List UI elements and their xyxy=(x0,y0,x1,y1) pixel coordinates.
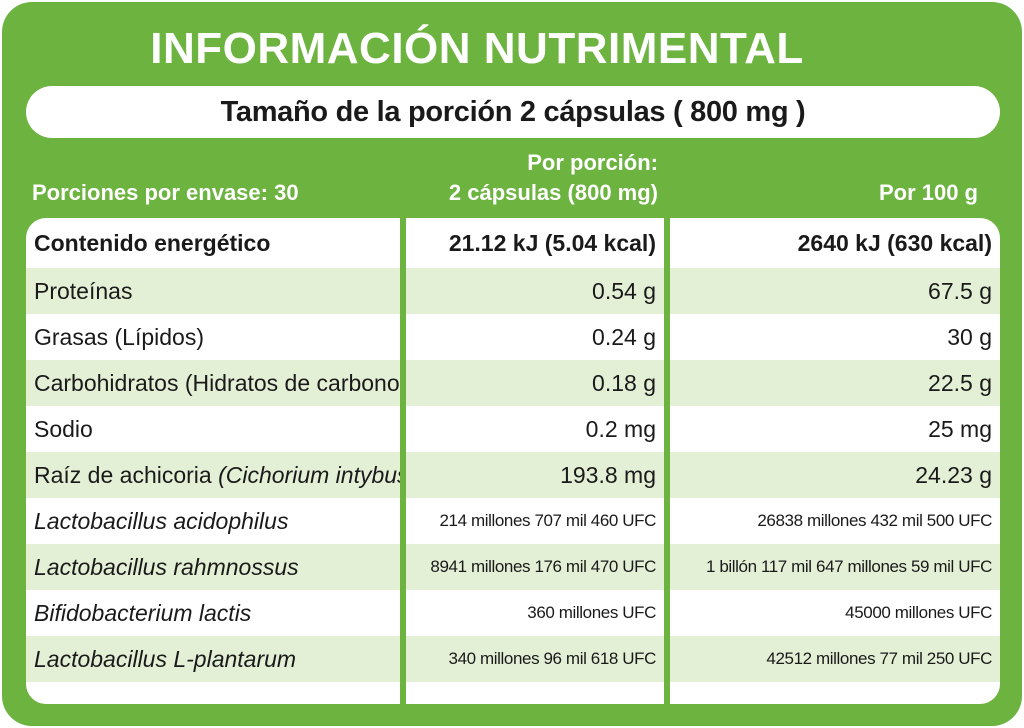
nutrient-name: Raíz de achicoria (Cichorium intybus) xyxy=(26,452,400,498)
table-row: 0.24 g xyxy=(406,314,664,360)
table-row: 22.5 g xyxy=(670,360,1000,406)
table-row: Lactobacillus L-plantarum xyxy=(26,636,400,682)
per-100g-value: 22.5 g xyxy=(928,370,992,396)
table-row: 30 g xyxy=(670,314,1000,360)
nutrient-name: Carbohidratos (Hidratos de carbono) xyxy=(34,370,400,396)
nutrient-name-column: Contenido energético Proteínas Grasas (L… xyxy=(26,218,400,704)
per-portion-column: 21.12 kJ (5.04 kcal) 0.54 g 0.24 g 0.18 … xyxy=(406,218,664,704)
nutrient-name: Lactobacillus acidophilus xyxy=(34,508,289,534)
per-portion-value: 0.54 g xyxy=(592,278,656,304)
per-100g-column: 2640 kJ (630 kcal) 67.5 g 30 g 22.5 g 25… xyxy=(670,218,1000,704)
per-100g-value: 26838 millones 432 mil 500 UFC xyxy=(757,511,992,530)
table-row: Grasas (Lípidos) xyxy=(26,314,400,360)
per-portion-value: 340 millones 96 mil 618 UFC xyxy=(448,649,657,668)
per-100g-value: 25 mg xyxy=(928,416,992,442)
per-portion-value: 214 millones 707 mil 460 UFC xyxy=(439,511,656,530)
nutrient-name-scientific: (Cichorium intybus) xyxy=(218,462,400,488)
table-row: 340 millones 96 mil 618 UFC xyxy=(406,636,664,682)
per-100g-value: 30 g xyxy=(947,324,992,350)
table-row: 25 mg xyxy=(670,406,1000,452)
per-portion-value: 21.12 kJ (5.04 kcal) xyxy=(448,230,656,256)
per-100g-value: 24.23 g xyxy=(915,462,992,488)
per-portion-value: 8941 millones 176 mil 470 UFC xyxy=(430,557,656,576)
table-row: Lactobacillus rahmnossus xyxy=(26,544,400,590)
nutrient-name: Proteínas xyxy=(34,278,133,304)
nutrient-name: Bifidobacterium lactis xyxy=(34,600,252,626)
per-portion-value: 360 millones UFC xyxy=(527,603,656,622)
table-row: Sodio xyxy=(26,406,400,452)
table-row: 42512 millones 77 mil 250 UFC xyxy=(670,636,1000,682)
table-row: 1 billón 117 mil 647 millones 59 mil UFC xyxy=(670,544,1000,590)
per-portion-value: 193.8 mg xyxy=(560,462,656,488)
table-row: 0.18 g xyxy=(406,360,664,406)
per-portion-value: 0.24 g xyxy=(592,324,656,350)
table-row: Carbohidratos (Hidratos de carbono) xyxy=(26,360,400,406)
table-row: 24.23 g xyxy=(670,452,1000,498)
table-row: 45000 millones UFC xyxy=(670,590,1000,636)
page-title: INFORMACIÓN NUTRIMENTAL xyxy=(150,24,804,73)
per-portion-value: 0.2 mg xyxy=(585,416,656,442)
table-row: Raíz de achicoria (Cichorium intybus) xyxy=(26,452,400,498)
per-100g-value: 67.5 g xyxy=(928,278,992,304)
table-row: Contenido energético xyxy=(26,218,400,268)
table-row: 360 millones UFC xyxy=(406,590,664,636)
nutrient-name: Grasas (Lípidos) xyxy=(34,324,205,350)
table-row: Proteínas xyxy=(26,268,400,314)
table-row: 2640 kJ (630 kcal) xyxy=(670,218,1000,268)
table-row: 193.8 mg xyxy=(406,452,664,498)
table-row: 0.54 g xyxy=(406,268,664,314)
per-100g-value: 42512 millones 77 mil 250 UFC xyxy=(766,649,992,668)
table-row: 0.2 mg xyxy=(406,406,664,452)
table-row: Lactobacillus acidophilus xyxy=(26,498,400,544)
table-row: 214 millones 707 mil 460 UFC xyxy=(406,498,664,544)
serving-size-banner: Tamaño de la porción 2 cápsulas ( 800 mg… xyxy=(26,86,1000,138)
nutrient-name-plain: Raíz de achicoria xyxy=(34,462,219,488)
table-row: 67.5 g xyxy=(670,268,1000,314)
per-portion-header-line2: 2 cápsulas (800 mg) xyxy=(448,180,658,205)
per-portion-header-line1: Por porción: xyxy=(527,150,658,175)
nutrient-name: Lactobacillus rahmnossus xyxy=(34,554,299,580)
nutrient-name: Lactobacillus L-plantarum xyxy=(34,646,297,672)
per-100g-value: 1 billón 117 mil 647 millones 59 mil UFC xyxy=(705,557,992,576)
per-portion-value: 0.18 g xyxy=(592,370,656,396)
nutrient-name: Sodio xyxy=(34,416,93,442)
per-100g-value: 45000 millones UFC xyxy=(845,603,992,622)
nutrient-name: Contenido energético xyxy=(34,230,271,256)
table-row: Bifidobacterium lactis xyxy=(26,590,400,636)
per-100g-header: Por 100 g xyxy=(878,180,978,205)
table-row: 8941 millones 176 mil 470 UFC xyxy=(406,544,664,590)
per-100g-value: 2640 kJ (630 kcal) xyxy=(797,230,992,256)
servings-per-container: Porciones por envase: 30 xyxy=(32,180,299,205)
per-portion-header: Por porción: 2 cápsulas (800 mg) xyxy=(400,148,658,208)
table-row: 26838 millones 432 mil 500 UFC xyxy=(670,498,1000,544)
table-row: 21.12 kJ (5.04 kcal) xyxy=(406,218,664,268)
